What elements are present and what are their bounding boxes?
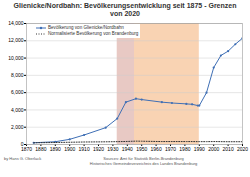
svg-text:2010: 2010 <box>223 146 234 152</box>
svg-text:6,000: 6,000 <box>11 89 24 95</box>
svg-text:1920: 1920 <box>93 146 104 152</box>
svg-text:4,000: 4,000 <box>11 107 24 113</box>
html-text:Bevölkerung von Glienicke/Nord: Bevölkerung von Glienicke/Nordbahn <box>48 25 124 30</box>
svg-text:2000: 2000 <box>208 146 219 152</box>
svg-text:1900: 1900 <box>64 146 75 152</box>
svg-text:0: 0 <box>20 141 24 148</box>
svg-text:1980: 1980 <box>179 146 190 152</box>
svg-text:8,000: 8,000 <box>11 72 24 78</box>
svg-text:12,000: 12,000 <box>8 37 24 43</box>
svg-text:1890: 1890 <box>50 146 61 152</box>
html-text:Normalisierte Bevölkerung von: Normalisierte Bevölkerung von Brandenbur… <box>48 31 139 36</box>
svg-text:1910: 1910 <box>79 146 90 152</box>
svg-text:2020: 2020 <box>237 146 248 152</box>
html-text:Sources: Amt für Statistik Ber: Sources: Amt für Statistik Berlin-Brande… <box>103 156 184 161</box>
svg-text:1880: 1880 <box>35 146 46 152</box>
html-text:Historisches Gemeindeverzeichn: Historisches Gemeindeverzeichnis des Lan… <box>89 161 198 166</box>
svg-text:1950: 1950 <box>136 146 147 152</box>
svg-text:1990: 1990 <box>194 146 205 152</box>
html-text:Glienicke/Nordbahn: Bevölkerun: Glienicke/Nordbahn: Bevölkerungsentwickl… <box>13 2 237 17</box>
svg-text:1930: 1930 <box>107 146 118 152</box>
html-text:by Hans G. Oberlack: by Hans G. Oberlack <box>4 156 42 161</box>
svg-text:1870: 1870 <box>21 146 32 152</box>
svg-text:1960: 1960 <box>151 146 162 152</box>
svg-text:1970: 1970 <box>165 146 176 152</box>
svg-text:10,000: 10,000 <box>8 55 24 61</box>
svg-text:14,000: 14,000 <box>8 20 24 26</box>
svg-text:2,000: 2,000 <box>11 124 24 130</box>
svg-text:1940: 1940 <box>122 146 133 152</box>
